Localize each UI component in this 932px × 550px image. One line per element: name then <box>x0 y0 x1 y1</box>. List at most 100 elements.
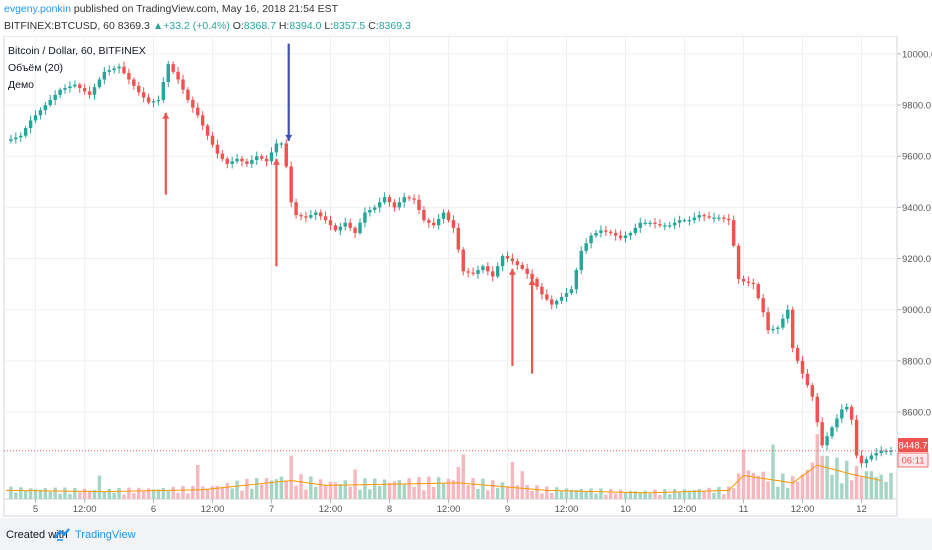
candle-body <box>264 158 269 162</box>
candle-body <box>515 261 520 265</box>
candle-body <box>500 255 505 267</box>
candle-body <box>196 107 200 116</box>
volume-bar <box>102 491 107 499</box>
volume-bar <box>722 494 726 499</box>
candle-body <box>559 296 564 301</box>
candle-body <box>137 85 141 93</box>
volume-bar <box>53 487 57 499</box>
volume-bar <box>48 491 52 499</box>
volume-bar <box>889 472 893 499</box>
candle-body <box>309 215 313 218</box>
volume-bar <box>805 469 810 499</box>
volume-bar <box>318 479 323 499</box>
volume-bar <box>766 481 770 499</box>
volume-bar <box>122 494 126 499</box>
candle-body <box>368 209 372 213</box>
x-tick-label: 10 <box>620 504 631 515</box>
candle-body <box>535 279 539 287</box>
annotation-arrows <box>162 43 536 374</box>
volume-bar <box>727 486 731 499</box>
volume-bar <box>323 485 328 499</box>
candle-body <box>554 300 559 305</box>
volume-bar <box>28 488 33 499</box>
candle-body <box>835 418 839 428</box>
volume-bar <box>171 486 175 499</box>
annotation-arrow-head <box>272 158 280 165</box>
volume-bar <box>874 476 878 499</box>
volume-bar <box>554 487 559 499</box>
volume-bar <box>348 486 352 499</box>
low-label: L: <box>324 20 334 32</box>
candle-body <box>422 209 426 221</box>
created-with-label: Created with <box>6 529 68 541</box>
volume-bar <box>633 491 638 499</box>
candle-body <box>864 459 869 464</box>
candle-body <box>78 84 82 89</box>
candle-body <box>594 232 598 236</box>
candle-body <box>58 89 62 95</box>
candle-body <box>191 99 195 108</box>
volume-bar <box>417 476 421 499</box>
volume-bar <box>407 478 411 499</box>
symbol-label: BITFINEX:BTCUSD, 60 <box>4 20 115 32</box>
volume-bar <box>820 455 824 499</box>
tradingview-logo-icon[interactable] <box>54 527 72 541</box>
candle-body <box>815 396 819 423</box>
price-tag-label: 8448.7 <box>898 441 927 452</box>
candle-body <box>736 245 741 280</box>
tradingview-link[interactable]: TradingView <box>75 529 136 541</box>
x-tick-label: 12:00 <box>319 504 343 515</box>
candle-body <box>151 101 156 103</box>
volume-bar <box>446 478 451 499</box>
candle-body <box>658 224 662 226</box>
time-axis[interactable]: 5 12:00 6 12:00 7 12:00 8 12:00 9 12:00 10 12:00 11 1… <box>33 499 867 515</box>
price-axis[interactable]: 8600.0 8800.0 9000.0 9200.0 9400.0 9600.0 9800… <box>897 49 932 419</box>
countdown-bg <box>897 452 929 468</box>
volume-bar <box>368 489 372 499</box>
candle-body <box>441 212 446 219</box>
volume-bar <box>412 486 416 499</box>
candle-body <box>122 66 126 74</box>
candle-body <box>274 143 279 153</box>
volume-bar <box>658 494 662 499</box>
author-link[interactable]: evgeny.ponkin <box>4 3 71 15</box>
x-tick-label: 8 <box>387 504 392 515</box>
volume-bar <box>579 488 583 499</box>
published-text: published on TradingView.com, May 16, 20… <box>73 3 339 15</box>
candle-body <box>348 222 352 228</box>
footer: Created with TradingView <box>0 518 932 550</box>
volume-bar <box>697 489 701 499</box>
volume-bar <box>294 485 298 499</box>
volume-bar <box>87 490 92 499</box>
candle-body <box>363 212 367 223</box>
y-tick-label: 10000.0 <box>902 49 932 60</box>
candle-body <box>825 436 829 446</box>
high-label: H: <box>278 20 290 32</box>
volume-bar <box>23 490 28 499</box>
volume-bar <box>432 487 436 499</box>
chart-area[interactable]: 8600.0 8800.0 9000.0 9200.0 9400.0 9600.0 9800… <box>0 35 932 518</box>
volume-bar <box>550 492 554 499</box>
candle-body <box>717 217 721 219</box>
candle-body <box>166 64 170 83</box>
candle-body <box>486 266 490 272</box>
volume-bar <box>289 455 293 499</box>
candle-body <box>73 84 77 87</box>
candle-body <box>795 348 800 361</box>
price-chart[interactable]: 8600.0 8800.0 9000.0 9200.0 9400.0 9600.0 9800… <box>0 35 932 518</box>
candle-body <box>53 94 57 100</box>
volume-bar <box>333 482 338 499</box>
volume-bar <box>14 492 18 499</box>
candle-body <box>628 232 633 236</box>
annotation-arrow-head <box>528 279 536 286</box>
volume-bar <box>623 492 628 499</box>
volume-bar <box>849 480 854 499</box>
candle-body <box>215 144 220 154</box>
candle-body <box>38 110 43 116</box>
volume-bar <box>141 491 146 499</box>
candle-body <box>186 89 190 100</box>
volume-bar <box>82 488 87 499</box>
candle-body <box>92 87 97 95</box>
volume-bar <box>299 474 303 499</box>
volume-bar <box>166 490 170 499</box>
